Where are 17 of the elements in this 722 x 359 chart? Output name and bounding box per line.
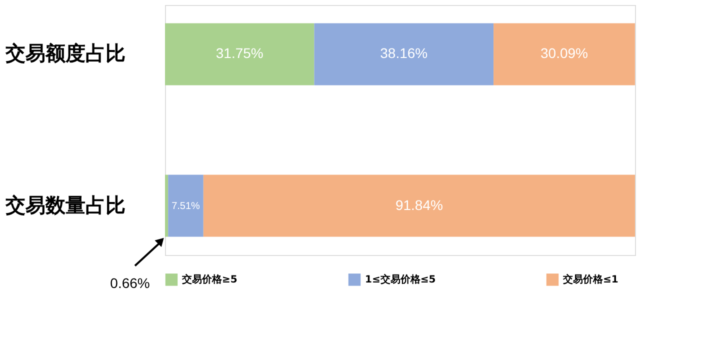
- bar: [314, 23, 494, 86]
- legend-label: 交易价格≥5: [181, 274, 238, 286]
- data-label: 38.16%: [380, 45, 428, 62]
- bar: [203, 174, 635, 237]
- data-label: 30.09%: [540, 45, 588, 62]
- data-label: 31.75%: [216, 45, 264, 62]
- bar: [494, 23, 635, 86]
- y-tick-label: 交易额度占比: [4, 41, 126, 66]
- data-label: 91.84%: [395, 196, 443, 213]
- data-label: 7.51%: [172, 200, 200, 212]
- legend-label: 1≤交易价格≤5: [365, 274, 436, 286]
- bar: [165, 23, 314, 86]
- bar: [165, 174, 168, 237]
- legend-label: 交易价格≤1: [562, 274, 618, 286]
- y-tick-label: 交易数量占比: [4, 192, 126, 217]
- bar: [168, 174, 204, 237]
- data-label: 0.66%: [110, 274, 150, 291]
